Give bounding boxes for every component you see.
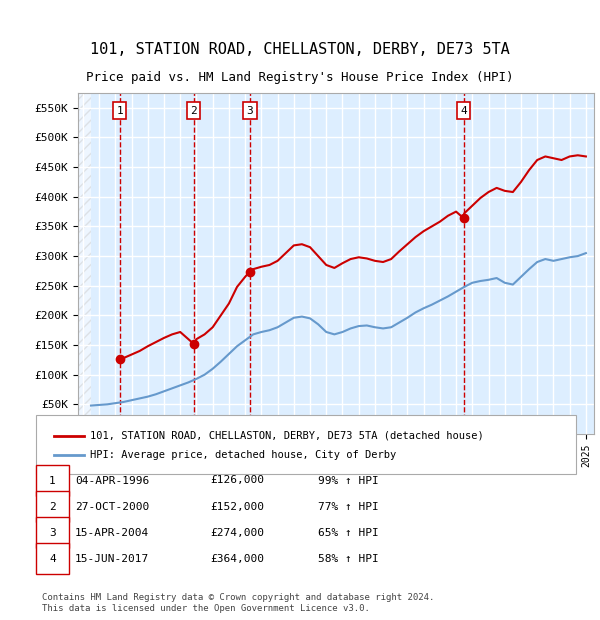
Text: 1: 1: [116, 106, 123, 116]
Text: £152,000: £152,000: [210, 502, 264, 512]
Text: 4: 4: [460, 106, 467, 116]
Bar: [78, 93, 91, 434]
Text: 3: 3: [247, 106, 253, 116]
Text: Price paid vs. HM Land Registry's House Price Index (HPI): Price paid vs. HM Land Registry's House …: [86, 71, 514, 84]
Text: 04-APR-1996: 04-APR-1996: [75, 476, 149, 485]
Text: 3: 3: [49, 528, 56, 538]
Text: 101, STATION ROAD, CHELLASTON, DERBY, DE73 5TA: 101, STATION ROAD, CHELLASTON, DERBY, DE…: [90, 42, 510, 57]
Text: HPI: Average price, detached house, City of Derby: HPI: Average price, detached house, City…: [90, 450, 396, 460]
Text: £126,000: £126,000: [210, 476, 264, 485]
Text: £274,000: £274,000: [210, 528, 264, 538]
Text: 58% ↑ HPI: 58% ↑ HPI: [318, 554, 379, 564]
Text: 99% ↑ HPI: 99% ↑ HPI: [318, 476, 379, 485]
Text: 4: 4: [49, 554, 56, 564]
Text: 77% ↑ HPI: 77% ↑ HPI: [318, 502, 379, 512]
Text: Contains HM Land Registry data © Crown copyright and database right 2024.
This d: Contains HM Land Registry data © Crown c…: [42, 593, 434, 613]
Text: 1: 1: [49, 476, 56, 485]
Text: 101, STATION ROAD, CHELLASTON, DERBY, DE73 5TA (detached house): 101, STATION ROAD, CHELLASTON, DERBY, DE…: [90, 430, 484, 441]
Text: 2: 2: [49, 502, 56, 512]
Text: 27-OCT-2000: 27-OCT-2000: [75, 502, 149, 512]
Text: £364,000: £364,000: [210, 554, 264, 564]
Text: 65% ↑ HPI: 65% ↑ HPI: [318, 528, 379, 538]
Text: 15-JUN-2017: 15-JUN-2017: [75, 554, 149, 564]
Text: 2: 2: [190, 106, 197, 116]
Text: 15-APR-2004: 15-APR-2004: [75, 528, 149, 538]
Bar: [75, 93, 91, 434]
